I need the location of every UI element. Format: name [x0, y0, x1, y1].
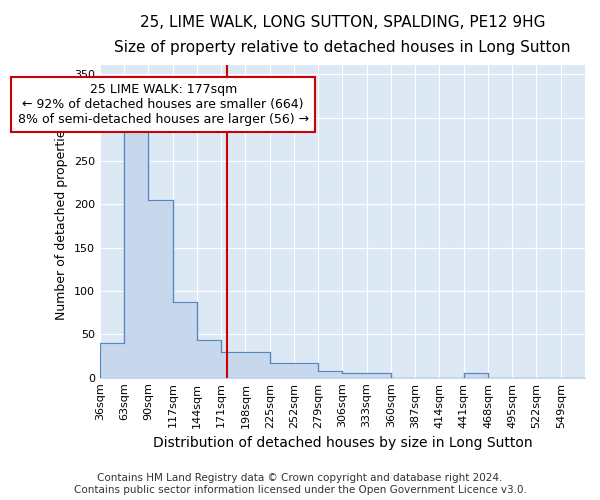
Text: 25 LIME WALK: 177sqm
← 92% of detached houses are smaller (664)
8% of semi-detac: 25 LIME WALK: 177sqm ← 92% of detached h…: [17, 83, 309, 126]
Text: Contains HM Land Registry data © Crown copyright and database right 2024.
Contai: Contains HM Land Registry data © Crown c…: [74, 474, 526, 495]
Y-axis label: Number of detached properties: Number of detached properties: [55, 123, 68, 320]
Title: 25, LIME WALK, LONG SUTTON, SPALDING, PE12 9HG
Size of property relative to deta: 25, LIME WALK, LONG SUTTON, SPALDING, PE…: [114, 15, 571, 54]
X-axis label: Distribution of detached houses by size in Long Sutton: Distribution of detached houses by size …: [152, 436, 532, 450]
